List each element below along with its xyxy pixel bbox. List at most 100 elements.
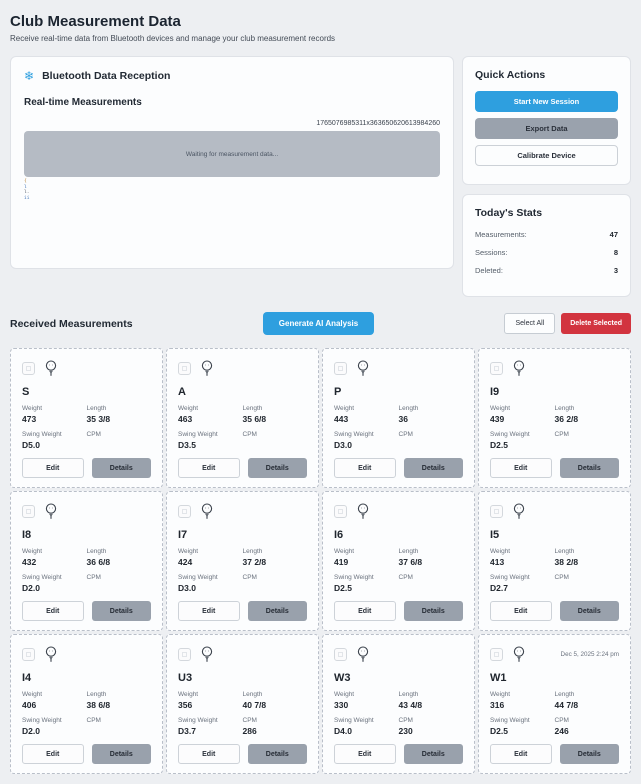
details-button[interactable]: Details	[91, 601, 151, 621]
length-field: Length 36 6/8	[87, 548, 152, 567]
edit-button[interactable]: Edit	[334, 458, 396, 478]
card-buttons: Edit Details	[490, 736, 619, 764]
card-fields: Weight 439 Length 36 2/8 Swing Weight D2…	[490, 405, 619, 450]
select-all-button[interactable]: Select All	[504, 313, 556, 334]
card-name: U3	[178, 672, 193, 684]
card-checkbox[interactable]	[22, 362, 35, 375]
edit-button[interactable]: Edit	[490, 458, 552, 478]
weight-value: 439	[490, 414, 505, 424]
details-button[interactable]: Details	[91, 744, 151, 764]
edit-button[interactable]: Edit	[178, 601, 240, 621]
swing-weight-field: Swing Weight D4.0	[334, 717, 399, 736]
edit-button[interactable]: Edit	[334, 601, 396, 621]
card-checkbox[interactable]	[22, 648, 35, 661]
details-button[interactable]: Details	[403, 601, 463, 621]
weight-field: Weight 330	[334, 691, 399, 710]
weight-label: Weight	[334, 405, 355, 412]
card-buttons: Edit Details	[178, 736, 307, 764]
edit-button[interactable]: Edit	[22, 458, 84, 478]
card-checkbox[interactable]	[178, 505, 191, 518]
swing-weight-value: D3.0	[178, 583, 196, 593]
weight-field: Weight 356	[178, 691, 243, 710]
cpm-label: CPM	[242, 574, 257, 581]
length-field: Length 43 4/8	[399, 691, 464, 710]
details-button[interactable]: Details	[91, 458, 151, 478]
checkbox-inner	[26, 509, 31, 514]
swing-weight-field: Swing Weight D3.0	[178, 574, 243, 593]
card-checkbox[interactable]	[334, 362, 347, 375]
calibrate-device-button[interactable]: Calibrate Device	[475, 145, 618, 166]
golf-ball-tee-icon	[511, 360, 527, 377]
checkbox-inner	[26, 366, 31, 371]
swing-weight-label: Swing Weight	[178, 717, 218, 724]
generate-ai-analysis-button[interactable]: Generate AI Analysis	[262, 312, 375, 335]
details-button[interactable]: Details	[247, 601, 307, 621]
card-checkbox[interactable]	[22, 505, 35, 518]
card-buttons: Edit Details	[22, 593, 151, 621]
golf-ball-tee-icon	[199, 646, 215, 663]
cpm-label: CPM	[554, 717, 569, 724]
length-label: Length	[398, 548, 419, 555]
card-fields: Weight 316 Length 44 7/8 Swing Weight D2…	[490, 691, 619, 736]
weight-field: Weight 413	[490, 548, 555, 567]
length-field: Length 44 7/8	[555, 691, 620, 710]
export-data-button[interactable]: Export Data	[475, 118, 618, 139]
length-field: Length 35 3/8	[87, 405, 152, 424]
edit-button[interactable]: Edit	[490, 601, 552, 621]
swing-weight-value: D2.0	[22, 726, 40, 736]
start-new-session-button[interactable]: Start New Session	[475, 91, 618, 112]
swing-weight-value: D4.0	[334, 726, 352, 736]
cpm-field: CPM 230	[399, 717, 464, 736]
edit-button[interactable]: Edit	[178, 458, 240, 478]
cpm-value: 246	[554, 726, 569, 736]
card-checkbox[interactable]	[490, 648, 503, 661]
card-checkbox[interactable]	[490, 362, 503, 375]
card-checkbox[interactable]	[334, 648, 347, 661]
cpm-label: CPM	[554, 431, 569, 438]
delete-selected-button[interactable]: Delete Selected	[561, 313, 631, 334]
card-checkbox[interactable]	[334, 505, 347, 518]
card-name: P	[334, 386, 342, 398]
swing-weight-value: D3.0	[334, 440, 352, 450]
toolbar-right: Select All Delete Selected	[504, 313, 631, 334]
card-header	[490, 360, 619, 377]
edit-button[interactable]: Edit	[22, 744, 84, 764]
details-button[interactable]: Details	[247, 458, 307, 478]
measurement-card: I4 Weight 406 Length 38 6/8 Swing Weight…	[10, 634, 163, 774]
length-label: Length	[86, 405, 107, 412]
swing-weight-field: Swing Weight D5.0	[22, 431, 87, 450]
cpm-value	[399, 583, 464, 593]
bluetooth-reception-panel: ❄ Bluetooth Data Reception Real-time Mea…	[10, 56, 454, 269]
weight-value: 432	[22, 557, 37, 567]
swing-weight-value: D2.5	[334, 583, 352, 593]
details-button[interactable]: Details	[559, 458, 619, 478]
card-checkbox[interactable]	[178, 648, 191, 661]
details-button[interactable]: Details	[559, 601, 619, 621]
weight-label: Weight	[178, 405, 199, 412]
edit-button[interactable]: Edit	[178, 744, 240, 764]
edit-button[interactable]: Edit	[334, 744, 396, 764]
card-checkbox[interactable]	[490, 505, 503, 518]
cpm-label: CPM	[86, 431, 101, 438]
swing-weight-label: Swing Weight	[22, 574, 62, 581]
stat-label: Sessions:	[475, 248, 508, 257]
card-buttons: Edit Details	[22, 736, 151, 764]
toolbar-center: Generate AI Analysis	[133, 312, 505, 335]
length-field: Length 38 2/8	[555, 548, 620, 567]
card-checkbox[interactable]	[178, 362, 191, 375]
weight-value: 424	[178, 557, 193, 567]
details-button[interactable]: Details	[247, 744, 307, 764]
card-fields: Weight 330 Length 43 4/8 Swing Weight D4…	[334, 691, 463, 736]
edit-button[interactable]: Edit	[490, 744, 552, 764]
cpm-value: 286	[242, 726, 257, 736]
length-label: Length	[398, 405, 419, 412]
realtime-measurements-title: Real-time Measurements	[24, 97, 142, 108]
weight-field: Weight 473	[22, 405, 87, 424]
cpm-value	[243, 440, 308, 450]
card-header	[334, 503, 463, 520]
details-button[interactable]: Details	[403, 458, 463, 478]
details-button[interactable]: Details	[559, 744, 619, 764]
length-value: 36	[398, 414, 408, 424]
edit-button[interactable]: Edit	[22, 601, 84, 621]
details-button[interactable]: Details	[403, 744, 463, 764]
